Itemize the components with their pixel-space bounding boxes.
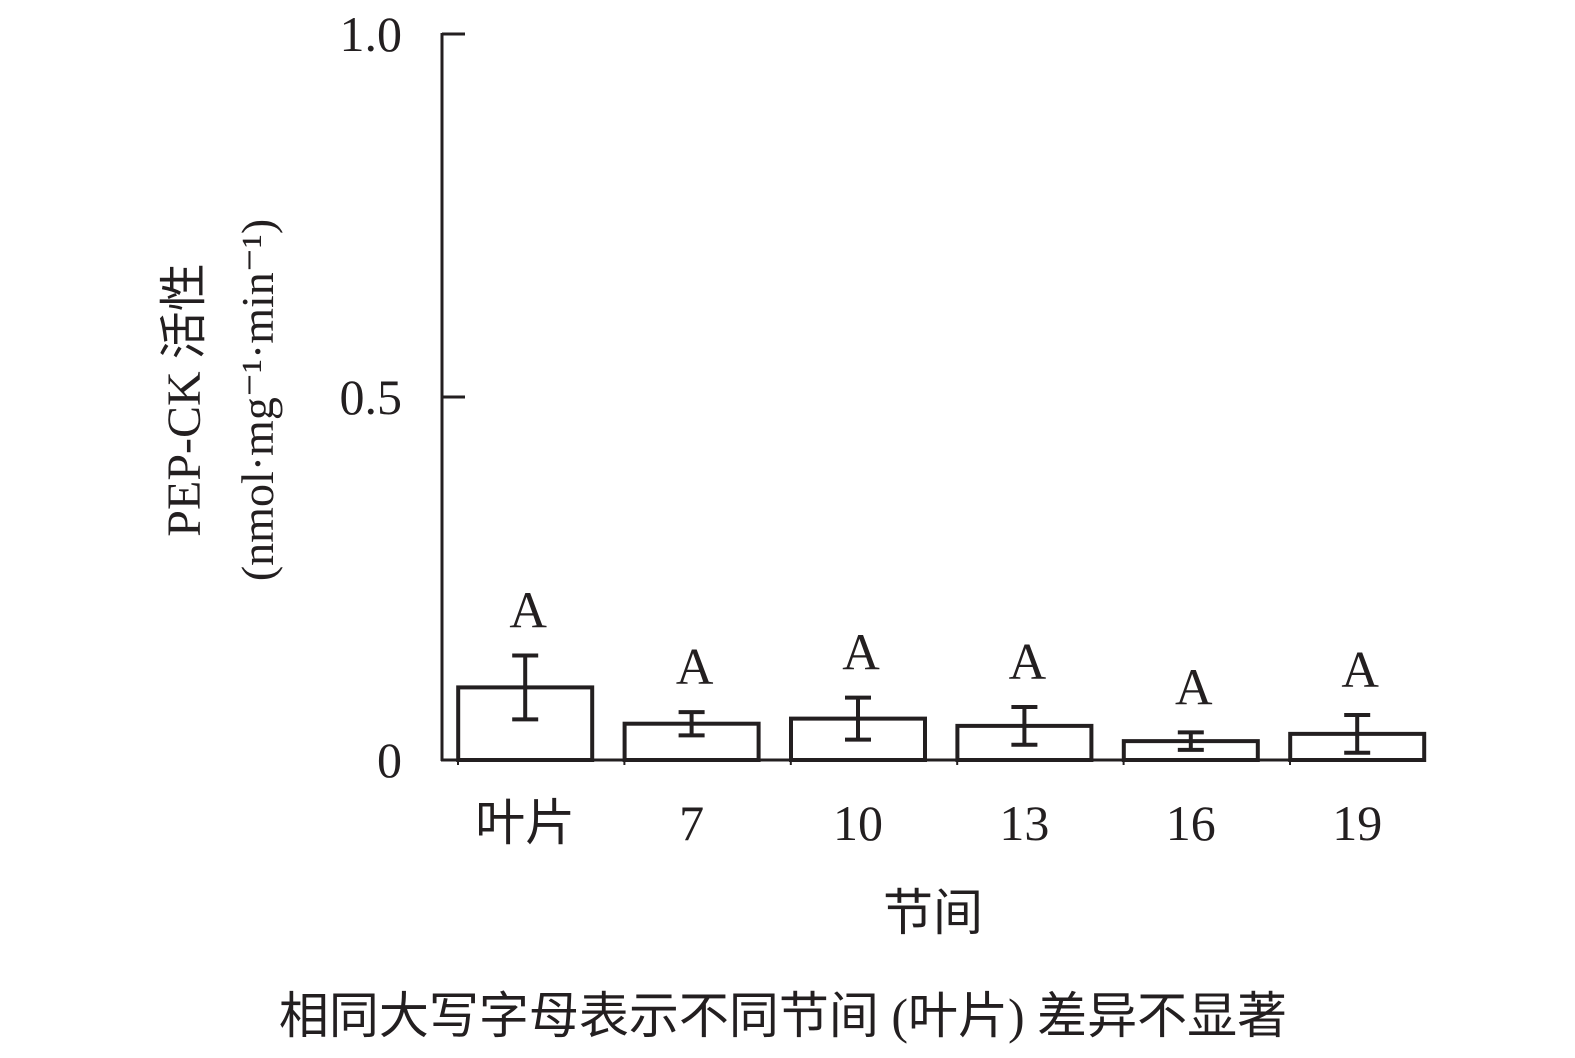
significance-letter: A [1009, 634, 1047, 691]
x-axis-label: 节间 [883, 885, 983, 941]
y-ticks-group: 0 0.5 1.0 [340, 6, 465, 788]
significance-letter: A [676, 639, 714, 696]
y-tick-label: 1.0 [340, 6, 403, 62]
bars-group: A A A A A A [456, 582, 1427, 763]
x-tick-label: 19 [1332, 795, 1382, 851]
x-tick-label: 叶片 [475, 795, 575, 851]
y-tick-label: 0.5 [340, 369, 403, 425]
significance-letter: A [1341, 642, 1379, 699]
x-tick-label: 10 [833, 795, 883, 851]
x-ticks-group: 叶片 7 10 13 16 19 [457, 760, 1382, 851]
y-axis-label-line1: PEP-CK 活性 [158, 263, 211, 536]
significance-letter: A [1175, 659, 1213, 716]
x-tick-label: 13 [999, 795, 1049, 851]
y-tick-label: 0 [377, 732, 402, 788]
x-tick-label: 16 [1166, 795, 1216, 851]
y-axis-label-line2: (nmol·mg⁻¹·min⁻¹) [232, 219, 283, 581]
significance-letter: A [842, 625, 880, 682]
x-tick-label: 7 [679, 795, 704, 851]
chart-note: 相同大写字母表示不同节间 (叶片) 差异不显著 [279, 988, 1287, 1044]
significance-letter: A [509, 582, 547, 639]
